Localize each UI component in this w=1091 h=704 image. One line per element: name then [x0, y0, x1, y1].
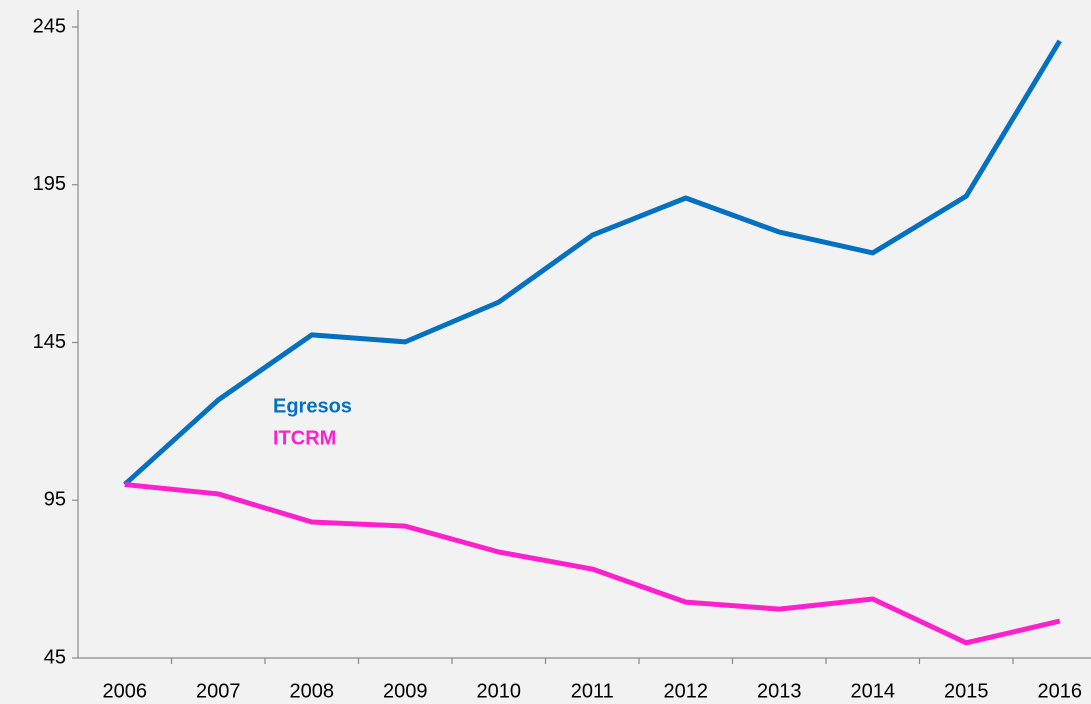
y-tick-label: 45	[44, 646, 66, 668]
line-series	[124, 481, 1061, 646]
x-tick-label: 2009	[383, 680, 428, 702]
x-tick-label: 2006	[103, 680, 148, 702]
x-tick-label: 2011	[571, 680, 614, 702]
x-tick-label: 2010	[477, 680, 522, 702]
line-series	[123, 39, 1062, 487]
x-tick-label: 2016	[1038, 680, 1083, 702]
legend-label: ITCRM	[273, 427, 336, 449]
y-tick-label: 195	[33, 173, 66, 195]
x-tick-label: 2014	[851, 680, 896, 702]
y-tick-label: 95	[44, 489, 66, 511]
x-tick-label: 2008	[290, 680, 335, 702]
y-tick-label: 245	[33, 15, 66, 37]
x-tick-label: 2015	[944, 680, 989, 702]
y-tick-label: 145	[33, 331, 66, 353]
legend-label: Egresos	[273, 395, 352, 417]
x-tick-label: 2012	[664, 680, 709, 702]
x-tick-label: 2007	[196, 680, 241, 702]
x-tick-label: 2013	[757, 680, 802, 702]
